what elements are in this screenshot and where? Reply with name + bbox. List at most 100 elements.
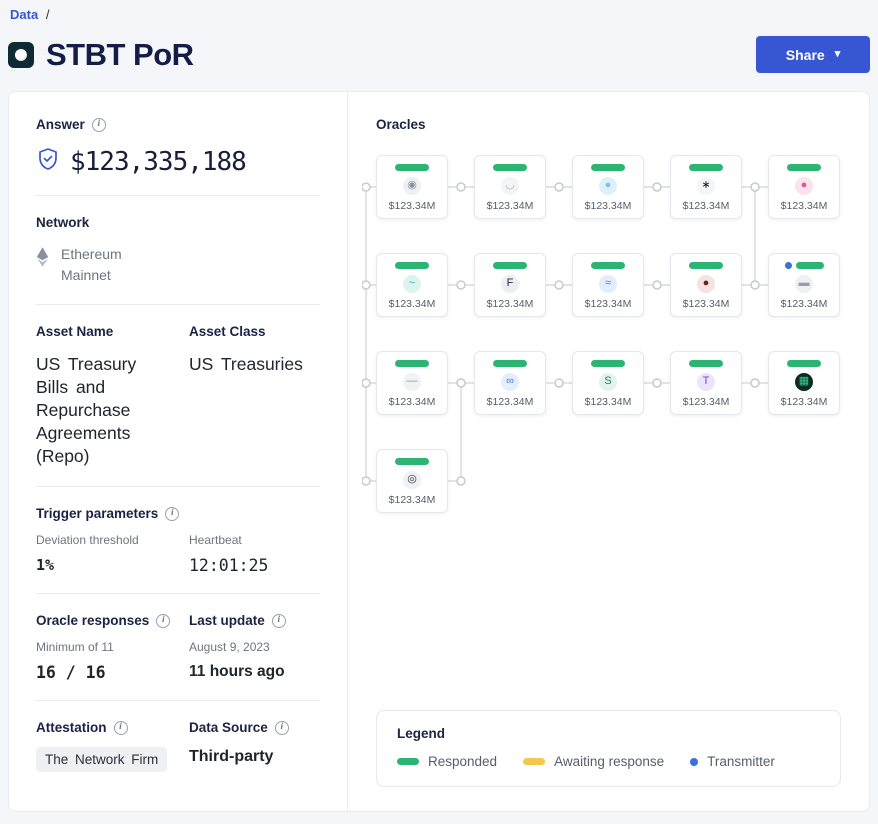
oracle-logo-icon: ● (795, 176, 813, 195)
oracle-card[interactable]: ~ $123.34M (376, 253, 448, 317)
asset-section: Asset Name US Treasury Bills and Repurch… (36, 323, 320, 468)
oracle-value: $123.34M (780, 298, 828, 310)
oracle-value: $123.34M (486, 298, 534, 310)
responded-bar (395, 164, 429, 171)
share-button[interactable]: Share ▾ (756, 36, 870, 73)
oracle-card[interactable]: S $123.34M (572, 351, 644, 415)
oracle-card[interactable]: ● $123.34M (670, 253, 742, 317)
feed-details-panel: Answer i $123,335,188 Network Ethereum M… (9, 92, 348, 811)
legend-label: Awaiting response (554, 754, 665, 769)
responded-bar (795, 262, 824, 269)
info-icon[interactable]: i (156, 613, 171, 628)
responded-bar (591, 262, 625, 269)
oracle-status (395, 262, 429, 269)
transmitter-dot (784, 262, 792, 269)
stbt-logo (8, 41, 34, 68)
info-icon[interactable]: i (113, 720, 128, 735)
responded-bar (591, 164, 625, 171)
oracle-logo-icon: ~ (403, 274, 421, 293)
responded-bar (395, 360, 429, 367)
minimum-responses-label: Minimum of 11 (36, 640, 114, 654)
oracle-status (787, 360, 821, 367)
oracle-value: $123.34M (780, 396, 828, 408)
oracle-status (493, 360, 527, 367)
oracle-responses-col: Oracle responses i Minimum of 11 16 / 16 (36, 612, 189, 682)
oracle-card[interactable]: F $123.34M (474, 253, 546, 317)
oracle-logo-icon: S (599, 372, 617, 391)
answer-row: $123,335,188 (36, 146, 320, 177)
deviation-threshold-label: Deviation threshold (36, 533, 139, 547)
responded-bar (689, 360, 723, 367)
oracle-value: $123.34M (584, 200, 632, 212)
oracle-card[interactable]: ≈ $123.34M (572, 253, 644, 317)
oracles-grid: ◉ $123.34M ◡ $123.34M ● $123.34M ∗ $123.34M ● $12… (376, 155, 840, 513)
oracle-card[interactable]: ∞ $123.34M (474, 351, 546, 415)
legend-items: Responded Awaiting response Transmitter (397, 754, 820, 769)
oracle-responses-value: 16 / 16 (36, 663, 106, 682)
divider (36, 304, 320, 305)
oracle-card[interactable]: — $123.34M (376, 351, 448, 415)
oracle-status (395, 458, 429, 465)
last-update-value: 11 hours ago (189, 663, 285, 680)
oracle-logo-icon: ● (697, 274, 715, 293)
oracle-card[interactable]: ▬ $123.34M (768, 253, 840, 317)
data-source-col: Data Source i Third-party (189, 719, 320, 772)
page-title: STBT PoR (46, 36, 194, 72)
responded-bar (493, 360, 527, 367)
oracle-logo-icon: F (501, 274, 519, 293)
ethereum-icon (36, 246, 49, 273)
oracle-card[interactable]: T $123.34M (670, 351, 742, 415)
oracle-responses-text: Oracle responses (36, 613, 150, 628)
info-icon[interactable]: i (274, 720, 289, 735)
legend-title: Legend (397, 726, 446, 741)
oracle-card[interactable]: ◡ $123.34M (474, 155, 546, 219)
oracle-value: $123.34M (682, 298, 730, 310)
oracle-card[interactable]: ◎ $123.34M (376, 449, 448, 513)
oracles-visualization: ◉ $123.34M ◡ $123.34M ● $123.34M ∗ $123.34M ● $12… (362, 155, 840, 513)
network-row: Ethereum Mainnet (36, 244, 320, 286)
info-icon[interactable]: i (165, 506, 180, 521)
oracle-card[interactable]: ● $123.34M (572, 155, 644, 219)
legend-item: Transmitter (690, 754, 775, 769)
oracle-value: $123.34M (486, 396, 534, 408)
asset-name-label: Asset Name (36, 324, 114, 339)
oracle-value: $123.34M (682, 396, 730, 408)
info-icon[interactable]: i (271, 613, 286, 628)
legend-label: Responded (428, 754, 498, 769)
oracle-card[interactable]: ∗ $123.34M (670, 155, 742, 219)
oracle-value: $123.34M (388, 494, 436, 506)
oracle-logo-icon: T (697, 372, 715, 391)
oracle-card[interactable]: ◉ $123.34M (376, 155, 448, 219)
heartbeat-value: 12:01:25 (189, 556, 269, 575)
trigger-parameters-text: Trigger parameters (36, 506, 159, 521)
legend-item: Responded (397, 754, 497, 769)
data-source-label: Data Source i (189, 719, 320, 736)
oracle-logo-icon: ∗ (697, 176, 715, 195)
attestation-label: Attestation i (36, 719, 189, 736)
stbt-logo-ball-icon (15, 48, 27, 61)
attestation-col: Attestation i The Network Firm (36, 719, 189, 772)
attestation-text: Attestation (36, 720, 107, 735)
oracle-status (689, 262, 723, 269)
oracle-status (395, 164, 429, 171)
attestation-value-chip: The Network Firm (36, 747, 168, 772)
oracle-status (689, 360, 723, 367)
oracles-heading: Oracles (376, 117, 426, 132)
responded-bar (689, 164, 723, 171)
responded-bar (493, 164, 527, 171)
deviation-col: Deviation threshold 1% (36, 522, 189, 575)
oracle-logo-icon: ◉ (403, 176, 421, 195)
info-icon[interactable]: i (91, 117, 106, 132)
oracle-card[interactable]: ● $123.34M (768, 155, 840, 219)
asset-class-value: US Treasuries (189, 354, 303, 374)
asset-class-col: Asset Class US Treasuries (189, 323, 320, 468)
oracle-logo-icon: ▬ (795, 274, 813, 293)
oracle-status (493, 164, 527, 171)
chevron-down-icon: ▾ (834, 48, 841, 60)
data-source-value: Third-party (189, 748, 274, 765)
breadcrumb-data-link[interactable]: Data (10, 7, 39, 22)
divider (36, 700, 320, 701)
oracle-card[interactable]: ▦ $123.34M (768, 351, 840, 415)
legend-box: Legend Responded Awaiting response Transmi… (376, 710, 841, 787)
oracle-logo-icon: ∞ (501, 372, 519, 391)
